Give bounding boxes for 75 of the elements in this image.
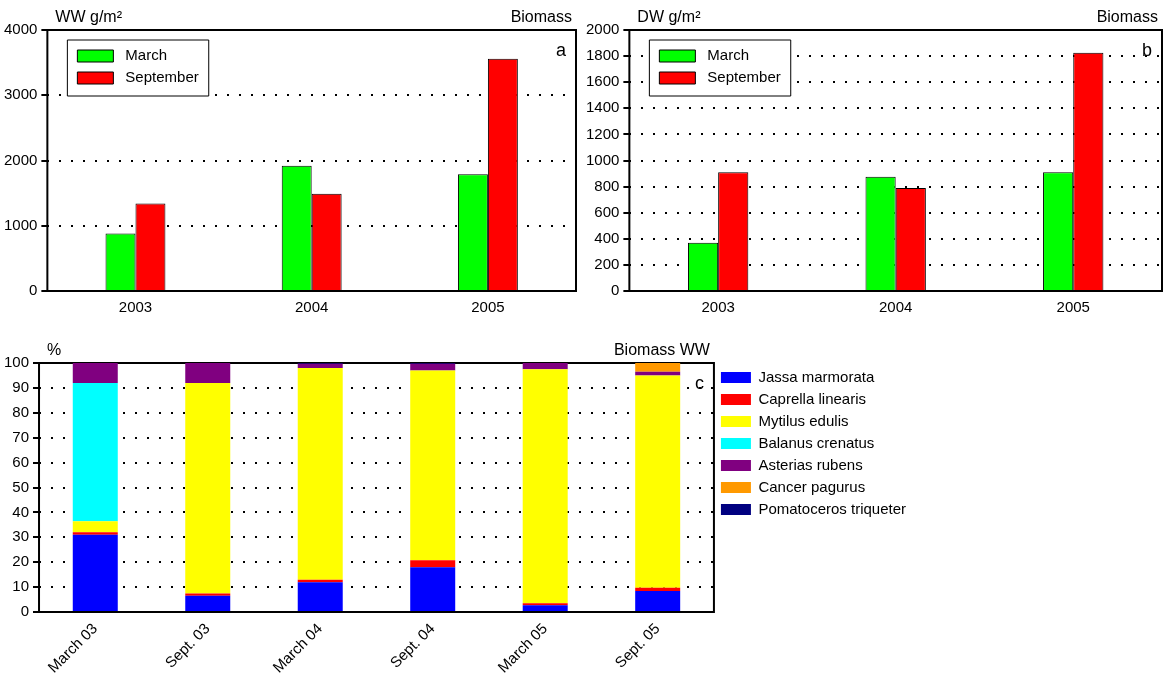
legend-label: March: [125, 46, 168, 64]
legend-label: Jassa marmorata: [758, 367, 875, 385]
bar: [72, 521, 118, 533]
bar: [410, 560, 456, 568]
y-tick-label: 30: [12, 527, 30, 545]
legend-label: Balanus crenatus: [758, 433, 875, 451]
legend-label: Caprella linearis: [758, 389, 866, 407]
bar: [522, 369, 568, 604]
legend-label: Cancer pagurus: [758, 477, 866, 495]
bar: [522, 605, 568, 612]
bar: [635, 590, 681, 612]
bar: [635, 375, 681, 588]
bar: [297, 367, 343, 580]
y-tick-label: 800: [594, 176, 620, 194]
y-tick-label: 2000: [585, 20, 620, 38]
y-tick-label: 2000: [3, 150, 38, 168]
y-tick-label: 20: [12, 552, 30, 570]
legend-label: Asterias rubens: [758, 455, 863, 473]
x-tick-label: 2003: [118, 298, 153, 316]
y-tick-label: 1400: [585, 98, 620, 116]
x-tick-label: 2005: [471, 298, 505, 316]
y-tick-label: 1200: [585, 124, 620, 142]
legend-label: March: [707, 46, 750, 64]
annotation: b: [1141, 39, 1152, 60]
bar: [410, 363, 456, 371]
y-tick-label: 50: [12, 477, 30, 495]
y-tick-label: 0: [20, 602, 30, 620]
bar: [635, 587, 681, 591]
bar: [635, 363, 681, 372]
bar: [72, 363, 118, 383]
bar: [72, 382, 118, 522]
y-tick-label: 1800: [585, 46, 620, 64]
y-axis-title: %: [47, 341, 62, 359]
bar: [297, 363, 343, 368]
bar: [185, 382, 231, 594]
legend-label: Mytilus edulis: [758, 411, 849, 429]
y-tick-label: 0: [611, 281, 620, 299]
legend-label: Pomatoceros triqueter: [758, 499, 907, 517]
y-tick-label: 1000: [585, 150, 620, 168]
y-tick-label: 80: [12, 402, 30, 420]
y-tick-label: 600: [594, 202, 620, 220]
x-tick-label: 2005: [1056, 298, 1090, 316]
y-tick-label: 1600: [585, 72, 620, 90]
chart-title: Biomass WW: [613, 341, 711, 359]
y-tick-label: 60: [12, 452, 30, 470]
y-tick-label: 400: [594, 228, 620, 246]
y-tick-label: 10: [12, 577, 30, 595]
y-tick-label: 4000: [3, 20, 38, 38]
bar: [522, 363, 568, 370]
legend-label: September: [707, 68, 781, 86]
bar: [72, 532, 118, 535]
y-tick-label: 40: [12, 502, 30, 520]
y-axis-title: WW g/m²: [55, 8, 123, 26]
y-tick-label: 70: [12, 427, 30, 445]
bar: [410, 567, 456, 612]
chart-title: Biomass: [510, 8, 572, 26]
y-tick-label: 1000: [3, 215, 38, 233]
y-tick-label: 90: [12, 378, 30, 396]
y-tick-label: 3000: [3, 85, 38, 103]
annotation: a: [555, 39, 567, 60]
x-tick-label: 2003: [701, 298, 735, 316]
legend-label: September: [125, 68, 199, 86]
x-tick-label: 2004: [879, 298, 913, 316]
bar: [72, 534, 118, 612]
y-tick-label: 0: [29, 281, 38, 299]
bar: [410, 370, 456, 561]
bar: [185, 593, 231, 596]
bar: [185, 595, 231, 612]
y-tick-label: 100: [4, 353, 30, 371]
bar: [297, 582, 343, 612]
y-axis-title: DW g/m²: [637, 8, 702, 26]
chart-title: Biomass: [1096, 8, 1158, 26]
x-tick-label: 2004: [295, 298, 329, 316]
y-tick-label: 200: [594, 255, 620, 273]
bar: [185, 363, 231, 383]
